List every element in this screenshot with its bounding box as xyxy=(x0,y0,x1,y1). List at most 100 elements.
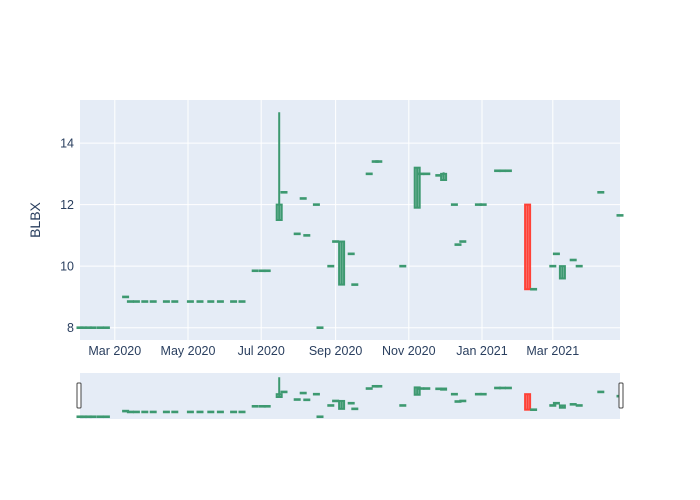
candle-body xyxy=(275,203,283,222)
candle-body xyxy=(216,410,224,414)
candle-body xyxy=(549,264,557,268)
candle-body xyxy=(450,392,458,396)
candle-body xyxy=(440,387,448,391)
candle-preview xyxy=(96,415,104,419)
candle-body xyxy=(293,232,301,236)
candle-body xyxy=(263,405,271,408)
candle-body xyxy=(332,399,340,403)
candle-body xyxy=(141,410,149,414)
x-tick-label: Mar 2021 xyxy=(526,344,579,358)
candle-preview xyxy=(524,393,532,411)
y-tick-label: 10 xyxy=(60,260,74,274)
x-tick-label: May 2020 xyxy=(161,344,216,358)
candle-preview xyxy=(575,404,583,407)
candle-body xyxy=(230,300,238,303)
candle-preview xyxy=(365,387,373,390)
candle-body xyxy=(417,387,425,390)
candle-body xyxy=(459,399,467,403)
candle xyxy=(413,166,421,209)
candle-body xyxy=(96,326,104,329)
range-slider-right-handle[interactable] xyxy=(618,382,624,409)
candle xyxy=(141,300,149,303)
candle-body xyxy=(280,191,288,194)
candle-body xyxy=(207,300,215,303)
candle-preview xyxy=(351,407,359,411)
candle-body xyxy=(171,300,179,303)
candle-preview xyxy=(569,403,577,406)
candle xyxy=(597,191,605,194)
candle-body xyxy=(280,390,288,394)
candle xyxy=(186,300,194,303)
x-tick-label: Jan 2021 xyxy=(456,344,507,358)
candle-preview xyxy=(552,401,560,405)
y-axis-ticks: 8 10 12 14 xyxy=(60,137,74,336)
candle xyxy=(524,203,532,291)
candle-body xyxy=(299,197,307,200)
candle xyxy=(459,240,467,243)
candle-body xyxy=(569,258,577,262)
candle-body xyxy=(102,415,110,419)
candle xyxy=(312,203,320,206)
candle-preview xyxy=(141,410,149,414)
candle xyxy=(196,300,204,303)
range-slider[interactable] xyxy=(76,373,624,419)
candle-body xyxy=(524,393,532,411)
candle xyxy=(149,300,157,303)
candle xyxy=(263,269,271,273)
candle xyxy=(89,326,97,329)
y-tick-label: 8 xyxy=(67,321,74,335)
candle xyxy=(332,240,340,243)
candle xyxy=(417,172,425,176)
candle-body xyxy=(312,203,320,206)
candle-body xyxy=(196,410,204,414)
candle-body xyxy=(89,415,97,419)
candle-body xyxy=(552,252,560,256)
candle-body xyxy=(479,392,487,396)
candle-preview xyxy=(338,399,346,410)
candle xyxy=(275,112,283,222)
candle-body xyxy=(102,326,110,329)
candle-body xyxy=(552,401,560,405)
candle-preview xyxy=(280,390,288,394)
candle-body xyxy=(575,264,583,268)
candle-preview xyxy=(149,410,157,414)
range-slider-left-handle[interactable] xyxy=(76,382,82,409)
candle xyxy=(327,264,335,268)
candle xyxy=(399,264,407,268)
x-axis-ticks: Mar 2020 May 2020 Jul 2020 Sep 2020 Nov 2020… xyxy=(88,344,579,358)
candle-body xyxy=(122,295,130,299)
candle xyxy=(251,269,259,273)
candle-preview xyxy=(316,415,324,419)
candle-body xyxy=(423,172,431,176)
candle xyxy=(338,240,346,286)
candle-preview xyxy=(347,401,355,405)
candle-preview xyxy=(89,415,97,419)
candle xyxy=(616,214,624,217)
candle-preview xyxy=(162,410,170,414)
candle-preview xyxy=(332,399,340,403)
candle-body xyxy=(479,203,487,206)
y-tick-label: 14 xyxy=(60,137,74,151)
candle xyxy=(375,160,383,163)
candle-body xyxy=(365,172,373,176)
plot-area xyxy=(80,100,620,340)
candle-preview xyxy=(230,410,238,414)
candle xyxy=(171,300,179,303)
candle-body xyxy=(524,203,532,291)
candle-body xyxy=(454,243,462,246)
candle-body xyxy=(530,408,538,411)
candle-preview xyxy=(207,410,215,414)
candle-preview xyxy=(171,410,179,414)
candle-body xyxy=(216,300,224,303)
candle-body xyxy=(299,391,307,395)
candle xyxy=(504,169,512,173)
candle-body xyxy=(558,404,566,409)
candle-body xyxy=(375,384,383,388)
candle-preview xyxy=(186,410,194,414)
candle xyxy=(498,169,506,173)
candle-body xyxy=(399,404,407,407)
candle-body xyxy=(347,252,355,256)
candle-body xyxy=(423,387,431,390)
candle xyxy=(207,300,215,303)
